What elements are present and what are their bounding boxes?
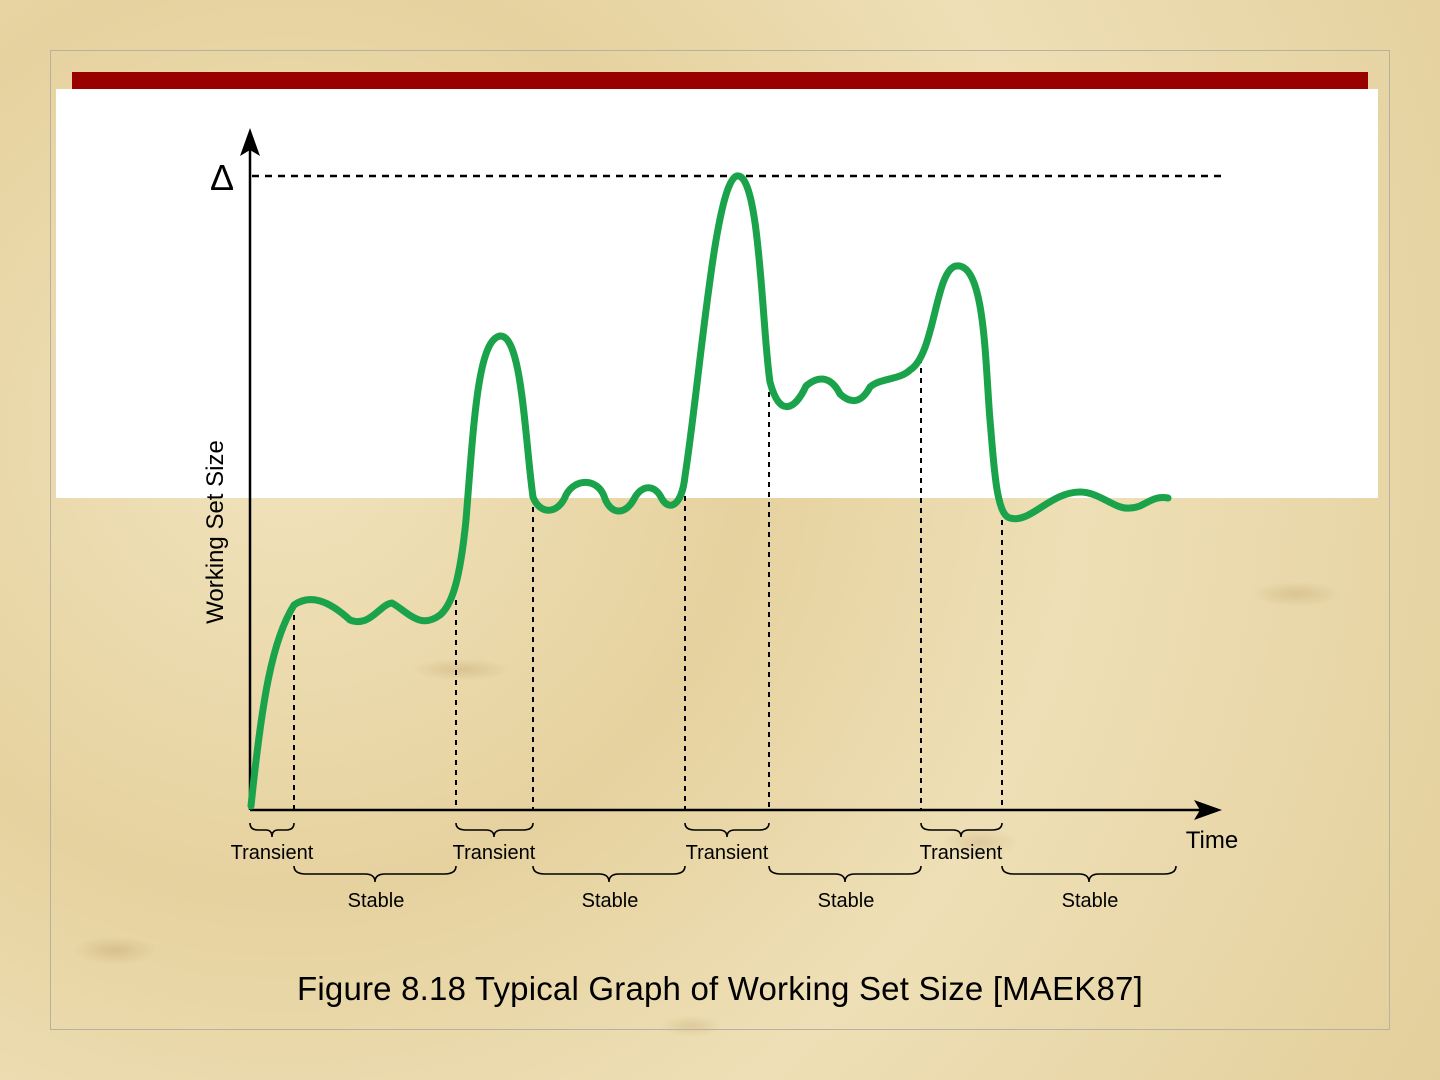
stable-label: Stable bbox=[582, 890, 639, 912]
phase-boundaries bbox=[293, 358, 1003, 810]
figure-caption: Figure 8.18 Typical Graph of Working Set… bbox=[297, 970, 1143, 1007]
transient-brace bbox=[684, 822, 770, 838]
transient-brace bbox=[455, 822, 534, 838]
transient-brace bbox=[249, 822, 295, 838]
stable-label: Stable bbox=[348, 890, 405, 912]
transient-label: Transient bbox=[231, 842, 314, 864]
content-panel bbox=[56, 89, 1378, 498]
stable-brace bbox=[1001, 865, 1177, 883]
stable-label: Stable bbox=[1062, 890, 1119, 912]
x-axis-label: Time bbox=[1186, 827, 1238, 854]
phase-braces bbox=[249, 822, 1177, 883]
slide-frame bbox=[50, 50, 1390, 1030]
transient-label: Transient bbox=[686, 842, 769, 864]
title-accent-bar bbox=[72, 72, 1368, 90]
stable-brace bbox=[768, 865, 922, 883]
x-axis-arrowhead bbox=[1194, 800, 1222, 820]
transient-label: Transient bbox=[920, 842, 1003, 864]
stable-brace bbox=[532, 865, 686, 883]
y-axis-arrowhead bbox=[240, 128, 260, 156]
y-axis-label: Working Set Size bbox=[202, 440, 229, 624]
stable-brace bbox=[293, 865, 457, 883]
stable-label: Stable bbox=[818, 890, 875, 912]
transient-brace bbox=[920, 822, 1003, 838]
working-set-curve bbox=[247, 172, 1172, 810]
transient-label: Transient bbox=[453, 842, 536, 864]
delta-symbol: Δ bbox=[210, 157, 234, 198]
